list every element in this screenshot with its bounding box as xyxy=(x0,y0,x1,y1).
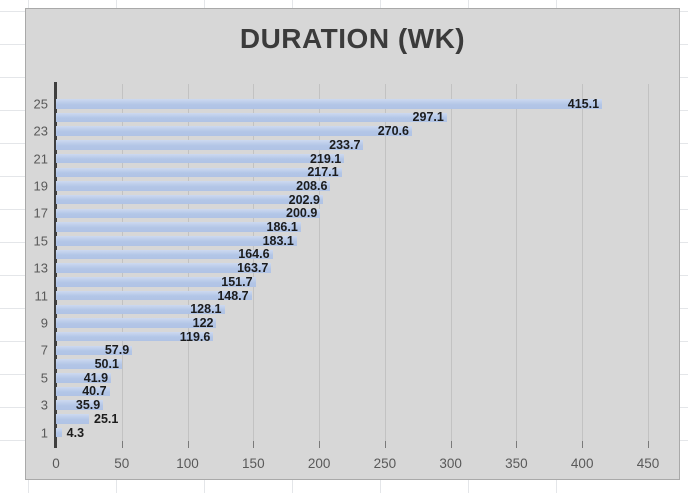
data-label-11: 148.7 xyxy=(217,288,249,303)
x-axis-tick-300 xyxy=(450,441,452,448)
data-label-19: 208.6 xyxy=(296,178,328,193)
x-axis-tick-350 xyxy=(516,441,518,448)
bar-category-6[interactable] xyxy=(56,359,122,369)
x-axis-label-200: 200 xyxy=(307,456,331,471)
bar-category-19[interactable] xyxy=(56,181,331,191)
plot-area: 0 50 100 150 200 250 300 350 400 450 415.1 25 297.1 2… xyxy=(26,9,679,479)
bar-category-25[interactable] xyxy=(56,99,603,109)
y-axis-label-1: 1 xyxy=(40,425,48,441)
data-label-17: 200.9 xyxy=(286,206,318,221)
data-label-23: 270.6 xyxy=(377,123,409,138)
x-axis-label-0: 0 xyxy=(52,456,60,471)
bar-category-20[interactable] xyxy=(56,167,342,177)
data-label-24: 297.1 xyxy=(412,110,444,125)
x-axis-label-150: 150 xyxy=(242,456,265,471)
data-label-2: 25.1 xyxy=(94,411,119,426)
data-label-22: 233.7 xyxy=(329,137,361,152)
x-axis-tick-200 xyxy=(319,441,321,448)
data-label-21: 219.1 xyxy=(309,151,342,166)
data-label-3: 35.9 xyxy=(75,397,101,412)
y-axis-label-23: 23 xyxy=(33,123,48,139)
x-axis-label-100: 100 xyxy=(176,456,199,471)
bar-category-24[interactable] xyxy=(56,112,447,123)
x-axis-tick-450 xyxy=(647,441,649,448)
chart-title: DURATION (WK) xyxy=(239,23,466,54)
data-label-25: 415.1 xyxy=(567,96,600,111)
bar-category-7[interactable] xyxy=(56,345,133,356)
bar-category-10[interactable] xyxy=(56,304,225,314)
data-label-12: 151.7 xyxy=(221,274,253,289)
bar-category-17[interactable] xyxy=(56,208,321,219)
gridline-150 xyxy=(253,84,255,441)
gridline-50 xyxy=(121,84,123,441)
bar-category-22[interactable] xyxy=(56,140,364,150)
y-axis-label-7: 7 xyxy=(40,342,48,358)
bar-category-9[interactable] xyxy=(56,318,217,328)
bar-category-16[interactable] xyxy=(56,222,301,232)
bar-category-15[interactable] xyxy=(56,236,297,246)
x-axis-label-400: 400 xyxy=(570,456,594,471)
y-axis-label-17: 17 xyxy=(33,205,48,221)
x-axis-label-50: 50 xyxy=(114,456,130,471)
bar-category-14[interactable] xyxy=(56,249,273,260)
gridline-100 xyxy=(187,84,189,441)
data-label-1: 4.3 xyxy=(66,425,85,440)
y-axis-label-11: 11 xyxy=(34,288,49,304)
duration-bar-chart[interactable]: DURATION (WK) 0 50 100 150 200 250 300 350 400 45… xyxy=(25,8,680,480)
y-axis-label-9: 9 xyxy=(40,315,48,331)
x-axis-label-250: 250 xyxy=(373,456,397,471)
data-label-20: 217.1 xyxy=(307,165,339,179)
bar-category-8[interactable] xyxy=(56,331,214,342)
x-axis-tick-150 xyxy=(253,441,255,448)
data-label-5: 41.9 xyxy=(83,370,109,385)
data-label-16: 186.1 xyxy=(266,219,298,234)
data-label-9: 122 xyxy=(192,315,214,330)
bar-category-1[interactable] xyxy=(56,427,62,438)
category-axis-line xyxy=(54,82,57,448)
x-axis-label-450: 450 xyxy=(636,456,660,471)
x-axis-tick-100 xyxy=(187,441,189,448)
data-label-18: 202.9 xyxy=(288,192,320,207)
y-axis-label-19: 19 xyxy=(33,178,48,194)
data-label-4: 40.7 xyxy=(82,384,107,399)
data-label-10: 128.1 xyxy=(190,302,222,316)
y-axis-label-21: 21 xyxy=(33,151,48,167)
bar-category-23[interactable] xyxy=(56,126,412,136)
bar-category-11[interactable] xyxy=(56,290,252,301)
x-axis-label-350: 350 xyxy=(505,456,528,471)
bar-category-13[interactable] xyxy=(56,263,272,273)
gridline-200 xyxy=(319,84,321,441)
data-label-15: 183.1 xyxy=(262,233,294,248)
y-axis-label-13: 13 xyxy=(33,260,48,276)
x-axis-tick-250 xyxy=(384,441,386,448)
bar-category-5[interactable] xyxy=(56,373,112,383)
data-label-8: 119.6 xyxy=(179,329,211,344)
x-axis-tick-400 xyxy=(582,441,584,448)
x-axis-tick-50 xyxy=(121,441,123,448)
y-axis-label-3: 3 xyxy=(40,397,48,413)
bar-category-3[interactable] xyxy=(56,400,104,410)
data-label-6: 50.1 xyxy=(94,356,119,371)
bar-category-12[interactable] xyxy=(56,277,256,287)
gridline-400 xyxy=(582,84,584,441)
gridline-350 xyxy=(516,84,518,441)
bar-category-21[interactable] xyxy=(56,153,345,164)
data-label-14: 164.6 xyxy=(238,247,270,262)
bar-category-4[interactable] xyxy=(56,386,110,397)
y-axis-label-25: 25 xyxy=(33,96,48,112)
data-label-7: 57.9 xyxy=(104,343,130,358)
gridline-450 xyxy=(647,84,649,441)
x-axis-label-300: 300 xyxy=(439,456,462,471)
bar-category-18[interactable] xyxy=(56,194,323,205)
y-axis-label-5: 5 xyxy=(40,370,48,386)
gridline-300 xyxy=(450,84,452,441)
bar-category-2[interactable] xyxy=(56,414,90,424)
gridline-250 xyxy=(384,84,386,441)
y-axis-label-15: 15 xyxy=(33,233,48,249)
data-label-13: 163.7 xyxy=(237,260,269,275)
